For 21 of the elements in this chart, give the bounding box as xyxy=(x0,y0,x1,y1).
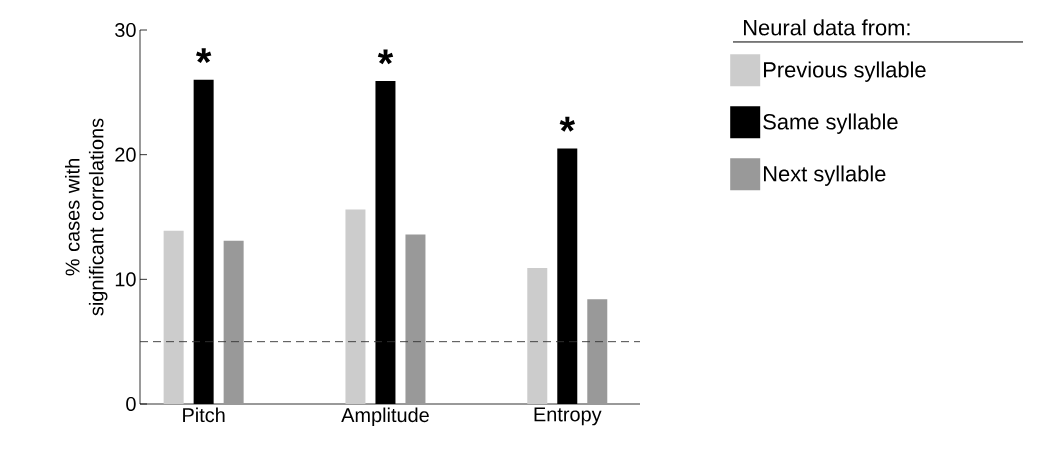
annotation: * xyxy=(559,116,575,132)
x-tick-label: Entropy xyxy=(534,407,602,426)
annotation: * xyxy=(377,49,394,65)
legend-label: Same syllable xyxy=(763,113,898,134)
bar xyxy=(163,230,184,404)
bar xyxy=(405,234,426,404)
y-tick-label: 20 xyxy=(115,147,136,162)
legend-title: Neural data from: xyxy=(744,19,910,36)
y-tick-label: 10 xyxy=(115,272,136,287)
x-tick-label: Pitch xyxy=(183,407,225,423)
legend-label: Next syllable xyxy=(763,165,886,186)
x-tick-label: Amplitude xyxy=(341,407,429,427)
bar xyxy=(345,209,366,404)
bar xyxy=(527,268,548,404)
bar xyxy=(223,240,244,404)
legend-label: Previous syllable xyxy=(763,61,926,82)
bar xyxy=(587,299,608,404)
y-axis-title: % cases with significant correlations xyxy=(64,118,108,316)
y-tick-label: 0 xyxy=(126,396,136,412)
y-tick-label: 30 xyxy=(115,22,136,38)
annotation: * xyxy=(195,48,212,64)
